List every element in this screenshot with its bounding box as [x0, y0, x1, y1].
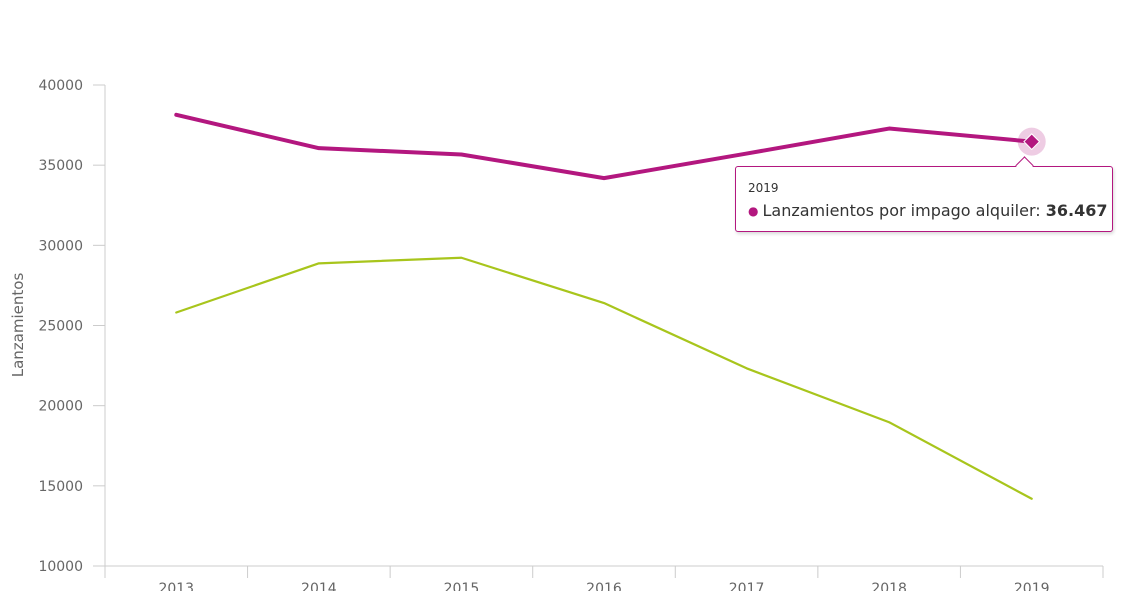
x-tick-label: 2017 [729, 581, 765, 591]
y-tick-label: 10000 [38, 559, 83, 575]
x-tick-label: 2014 [301, 581, 337, 591]
y-tick-label: 25000 [38, 319, 83, 335]
tooltip-header: 2019 [748, 181, 779, 195]
x-tick-label: 2019 [1014, 581, 1050, 591]
hover-marker[interactable] [1023, 133, 1041, 151]
x-tick-label: 2013 [158, 581, 194, 591]
x-tick-label: 2016 [586, 581, 622, 591]
axes: 10000 15000 20000 25000 30000 35000 40000 2013 2… [38, 78, 1104, 591]
tooltip-row: ● Lanzamientos por impago alquiler: 36.46… [748, 201, 1112, 222]
tooltip-value: 36.467 [1045, 201, 1108, 220]
y-tick-label: 20000 [38, 399, 83, 415]
series-line-2[interactable] [175, 256, 1033, 500]
series-line-1[interactable] [174, 112, 1034, 181]
x-tick-label: 2018 [871, 581, 907, 591]
y-tick-label: 30000 [38, 238, 83, 254]
x-tick-label: 2015 [444, 581, 480, 591]
marker-layer [1017, 127, 1046, 156]
tooltip-series-dot-icon: ● [748, 204, 759, 218]
y-tick-label: 35000 [38, 158, 83, 174]
y-axis-title: Lanzamientos [9, 273, 27, 378]
tooltip-series-label: Lanzamientos por impago alquiler: [762, 201, 1041, 220]
y-tick-label: 40000 [38, 78, 83, 94]
tooltip: 2019 ● Lanzamientos por impago alquiler: … [735, 156, 1113, 232]
series-layer [174, 112, 1034, 500]
y-tick-label: 15000 [38, 479, 83, 495]
